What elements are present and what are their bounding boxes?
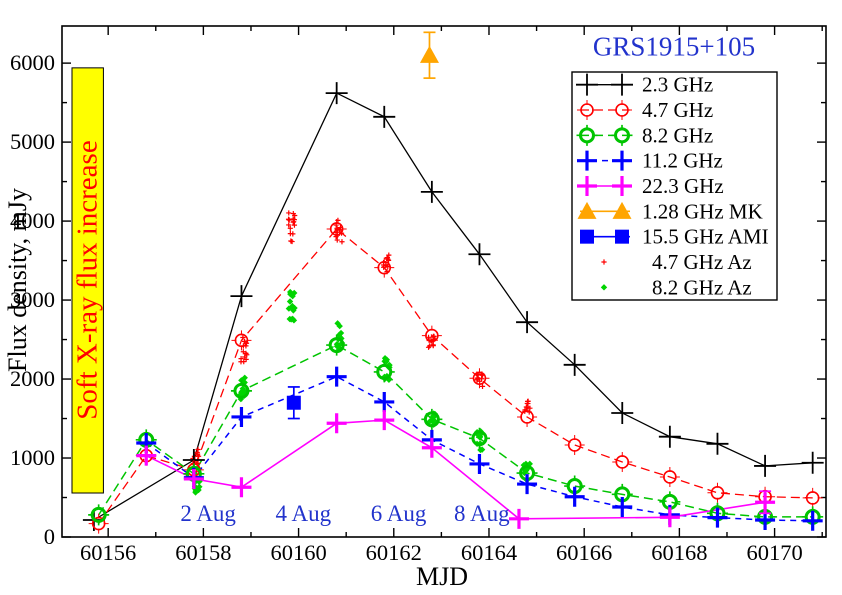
axis-ticks bbox=[62, 26, 826, 538]
svg-text:5000: 5000 bbox=[10, 129, 55, 154]
svg-text:60156: 60156 bbox=[80, 540, 136, 565]
svg-text:60166: 60166 bbox=[556, 540, 612, 565]
date-labels: 2 Aug 4 Aug 6 Aug 8 Aug bbox=[180, 501, 510, 526]
svg-text:22.3 GHz: 22.3 GHz bbox=[642, 174, 724, 198]
legend-item-1-28-ghz-mk: 1.28 GHz MK bbox=[577, 199, 763, 223]
legend-item-8-2-ghz-az: 8.2 GHz Az bbox=[600, 275, 752, 299]
svg-text:60168: 60168 bbox=[651, 540, 707, 565]
svg-text:60160: 60160 bbox=[270, 540, 326, 565]
svg-text:2000: 2000 bbox=[10, 366, 55, 391]
plot-frame bbox=[61, 25, 827, 538]
svg-text:3000: 3000 bbox=[10, 287, 55, 312]
series-15-5-ghz-ami-markers bbox=[286, 386, 301, 420]
date-label: 4 Aug bbox=[276, 501, 332, 526]
svg-text:8.2 GHz Az: 8.2 GHz Az bbox=[652, 275, 752, 299]
legend-item-8-2-ghz: 8.2 GHz bbox=[576, 123, 713, 147]
svg-text:60170: 60170 bbox=[746, 540, 802, 565]
svg-text:1000: 1000 bbox=[10, 445, 55, 470]
x-tick-labels: 60156 60158 60160 60162 60164 60166 60168 60170 bbox=[80, 540, 803, 565]
svg-text:60158: 60158 bbox=[175, 540, 231, 565]
svg-text:11.2 GHz: 11.2 GHz bbox=[642, 149, 723, 173]
svg-text:4000: 4000 bbox=[10, 208, 55, 233]
legend-item-4-7-ghz-az: 4.7 GHz Az bbox=[601, 250, 752, 274]
soft-xray-annotation-box bbox=[71, 67, 104, 494]
legend-item-15-5-ghz-ami: 15.5 GHz AMI bbox=[580, 225, 769, 249]
legend-item-11-2-ghz: 11.2 GHz bbox=[577, 149, 723, 173]
legend-item-22-3-ghz: 22.3 GHz bbox=[577, 174, 724, 198]
y-tick-labels: 0 1000 2000 3000 4000 5000 6000 bbox=[10, 50, 55, 549]
svg-text:4.7 GHz: 4.7 GHz bbox=[642, 98, 713, 122]
svg-text:15.5 GHz AMI: 15.5 GHz AMI bbox=[642, 225, 769, 249]
series-1-28-ghz-mk-markers bbox=[419, 31, 439, 79]
series-2-3-ghz-line bbox=[93, 92, 813, 521]
svg-text:60164: 60164 bbox=[461, 540, 517, 565]
date-label: 8 Aug bbox=[454, 501, 510, 526]
svg-text:1.28 GHz MK: 1.28 GHz MK bbox=[642, 199, 763, 223]
series-11-2-ghz-line bbox=[145, 375, 813, 522]
svg-text:2.3 GHz: 2.3 GHz bbox=[642, 73, 713, 97]
series-22-3-ghz-markers bbox=[136, 410, 776, 529]
svg-text:4.7 GHz Az: 4.7 GHz Az bbox=[652, 250, 752, 274]
legend-item-4-7-ghz: 4.7 GHz bbox=[577, 98, 713, 122]
date-label: 2 Aug bbox=[180, 501, 236, 526]
svg-text:6000: 6000 bbox=[10, 50, 55, 75]
svg-text:8.2 GHz: 8.2 GHz bbox=[642, 123, 713, 147]
svg-text:0: 0 bbox=[44, 524, 55, 549]
legend-item-2-3-ghz: 2.3 GHz bbox=[576, 73, 713, 97]
series-4-7-ghz-line bbox=[98, 228, 813, 524]
date-label: 6 Aug bbox=[371, 501, 427, 526]
svg-text:60162: 60162 bbox=[366, 540, 422, 565]
